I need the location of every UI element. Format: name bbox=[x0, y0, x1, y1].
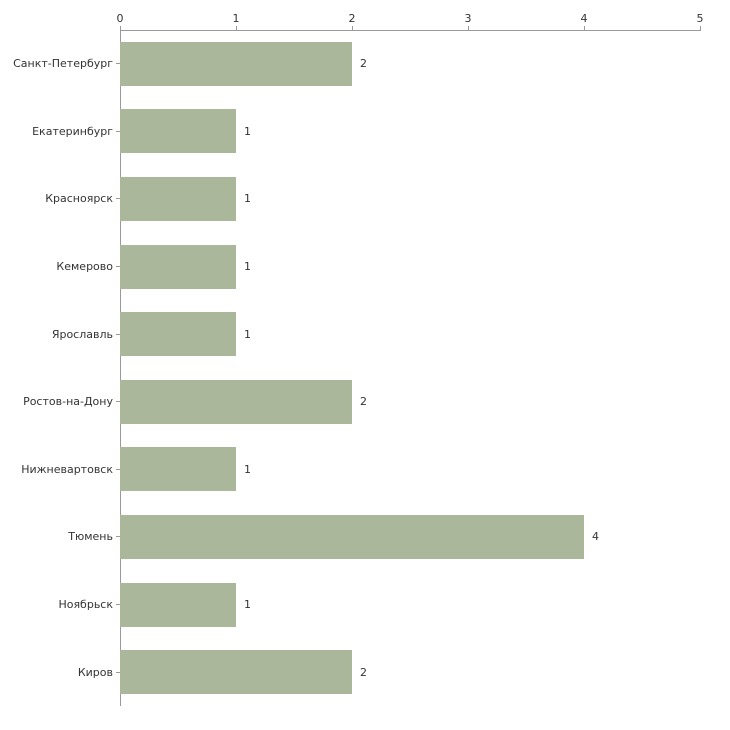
bar-value-label: 2 bbox=[360, 665, 367, 679]
y-tick-mark bbox=[116, 671, 120, 673]
bar-value-label: 2 bbox=[360, 57, 367, 71]
category-label: Ростов-на-Дону bbox=[23, 395, 113, 409]
bar-value-label: 4 bbox=[592, 530, 599, 544]
y-tick-mark bbox=[116, 266, 120, 268]
bar bbox=[120, 109, 236, 154]
x-tick-label: 1 bbox=[232, 12, 240, 25]
bar bbox=[120, 650, 352, 695]
bar-row: Ярославль 1 bbox=[0, 300, 730, 368]
x-tick-label: 2 bbox=[348, 12, 356, 25]
bar bbox=[120, 244, 236, 289]
y-tick-mark bbox=[116, 130, 120, 132]
x-tick-mark bbox=[120, 26, 121, 30]
x-tick-mark bbox=[700, 26, 701, 30]
bar-value-label: 1 bbox=[244, 124, 251, 138]
bar bbox=[120, 41, 352, 86]
bar bbox=[120, 582, 236, 627]
bar-row: Екатеринбург 1 bbox=[0, 98, 730, 166]
bar-value-label: 2 bbox=[360, 395, 367, 409]
bar-value-label: 1 bbox=[244, 327, 251, 341]
x-tick-label: 3 bbox=[464, 12, 472, 25]
y-tick-mark bbox=[116, 198, 120, 200]
bar-row: Тюмень 4 bbox=[0, 503, 730, 571]
x-tick-label: 5 bbox=[696, 12, 704, 25]
bar-row: Ростов-на-Дону 2 bbox=[0, 368, 730, 436]
category-label: Киров bbox=[77, 665, 113, 679]
y-tick-mark bbox=[116, 401, 120, 403]
bar-value-label: 1 bbox=[244, 192, 251, 206]
category-label: Тюмень bbox=[68, 530, 113, 544]
y-tick-mark bbox=[116, 536, 120, 538]
y-tick-mark bbox=[116, 468, 120, 470]
bar bbox=[120, 312, 236, 357]
bar-value-label: 1 bbox=[244, 260, 251, 274]
bar-row: Нижневартовск 1 bbox=[0, 436, 730, 504]
x-tick-mark bbox=[468, 26, 469, 30]
bar-rows: Санкт-Петербург 2 Екатеринбург 1 Красноярск 1… bbox=[0, 30, 730, 706]
category-label: Ярославль bbox=[51, 327, 113, 341]
category-label: Нижневартовск bbox=[21, 462, 113, 476]
y-tick-mark bbox=[116, 604, 120, 606]
category-label: Екатеринбург bbox=[32, 124, 113, 138]
bar-row: Киров 2 bbox=[0, 638, 730, 706]
x-tick-label: 4 bbox=[580, 12, 588, 25]
y-axis-line bbox=[120, 30, 121, 706]
x-axis-line bbox=[120, 30, 701, 31]
bar-value-label: 1 bbox=[244, 462, 251, 476]
category-label: Красноярск bbox=[45, 192, 113, 206]
bar-row: Ноябрьск 1 bbox=[0, 571, 730, 639]
bar bbox=[120, 379, 352, 424]
category-label: Ноябрьск bbox=[58, 598, 113, 612]
bar-value-label: 1 bbox=[244, 598, 251, 612]
y-tick-mark bbox=[116, 63, 120, 65]
x-tick-mark bbox=[236, 26, 237, 30]
x-tick-mark bbox=[352, 26, 353, 30]
bar bbox=[120, 176, 236, 221]
y-tick-mark bbox=[116, 333, 120, 335]
bar-row: Красноярск 1 bbox=[0, 165, 730, 233]
bar bbox=[120, 447, 236, 492]
bar bbox=[120, 514, 584, 559]
category-label: Санкт-Петербург bbox=[13, 57, 113, 71]
x-tick-mark bbox=[584, 26, 585, 30]
bar-row: Кемерово 1 bbox=[0, 233, 730, 301]
bar-row: Санкт-Петербург 2 bbox=[0, 30, 730, 98]
category-label: Кемерово bbox=[56, 260, 113, 274]
x-tick-label: 0 bbox=[116, 12, 124, 25]
